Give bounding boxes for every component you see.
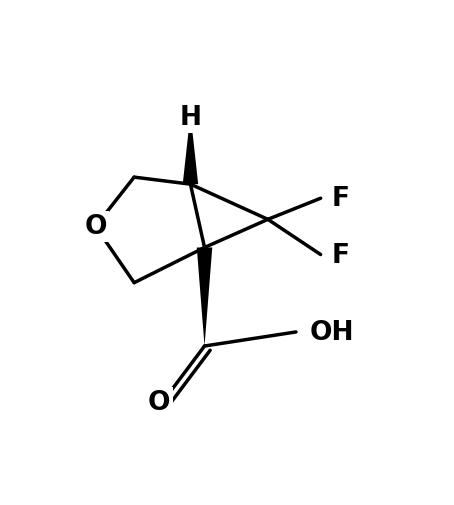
Text: H: H (179, 105, 202, 131)
Text: F: F (331, 242, 349, 268)
Text: OH: OH (310, 319, 355, 345)
Text: O: O (84, 214, 107, 240)
Polygon shape (197, 248, 212, 346)
Text: F: F (331, 186, 349, 212)
Polygon shape (183, 115, 198, 185)
Text: O: O (148, 389, 170, 416)
